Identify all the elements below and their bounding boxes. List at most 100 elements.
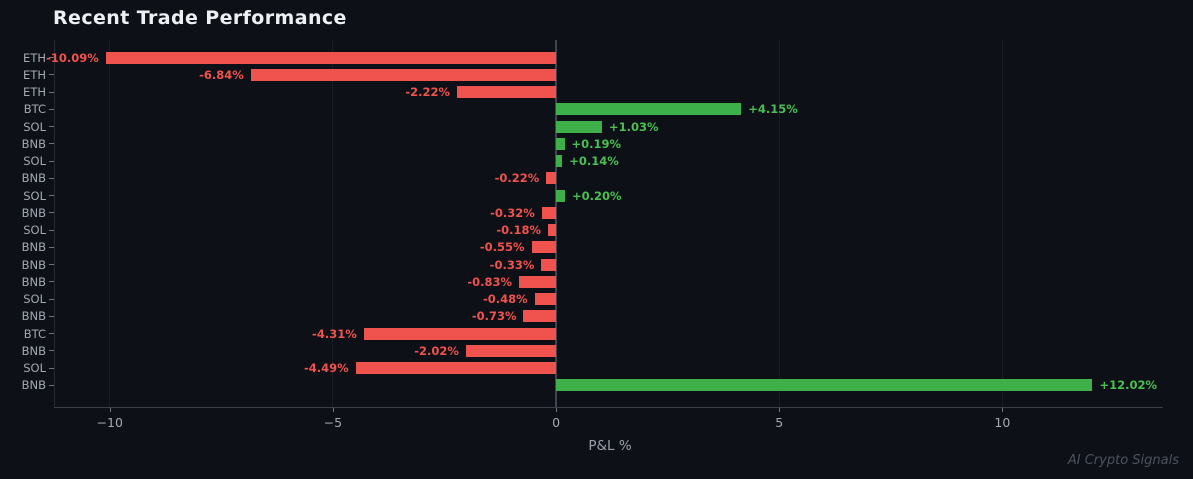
y-tick [49,160,54,162]
y-axis-label: SOL [23,154,46,169]
x-tick [779,407,781,412]
x-tick [1002,407,1004,412]
y-tick [49,143,54,145]
bar-negative [531,241,557,254]
zero-gridline [555,40,558,407]
bar-value-label: +1.03% [609,119,659,134]
bar-positive [556,137,565,150]
x-tick-label: 5 [775,415,784,430]
y-axis-line [54,40,55,407]
x-tick-label: 10 [994,415,1011,430]
bar-positive [556,120,602,133]
bar-negative [523,310,557,323]
bar-positive [556,379,1093,392]
y-axis-label: BNB [21,171,46,186]
y-axis-label: BNB [21,274,46,289]
x-tick-label: 0 [552,415,561,430]
y-tick [49,212,54,214]
y-tick [49,195,54,197]
bar-value-label: +0.20% [571,188,622,203]
bar-negative [250,68,557,81]
y-tick [49,315,54,317]
y-tick [49,384,54,386]
watermark: AI Crypto Signals [1067,453,1179,468]
bar-negative [355,362,557,375]
x-tick [556,407,558,412]
y-tick [49,298,54,300]
y-axis-label: SOL [23,119,46,134]
gridline [109,40,111,407]
x-axis-title: P&L % [588,438,632,454]
y-axis-label: BNB [21,240,46,255]
bar-value-label: -4.31% [312,326,357,341]
bar-value-label: -0.32% [490,205,535,220]
bar-negative [456,86,557,98]
x-tick-label: −5 [323,415,343,430]
gridline [778,40,780,407]
y-axis-label: BTC [23,102,46,117]
bar-negative [534,293,557,306]
y-axis-label: BNB [21,309,46,324]
y-tick [49,91,54,93]
y-tick [49,246,54,248]
bar-value-label: -0.73% [471,309,517,324]
y-axis-label: ETH [23,85,46,99]
bar-negative [519,275,557,288]
y-tick [49,177,54,179]
bar-positive [556,155,563,168]
gridline [1001,40,1003,407]
chart-title: Recent Trade Performance [53,7,347,29]
bar-value-label: -4.49% [304,361,349,376]
y-tick [49,264,54,266]
bar-negative [541,206,557,219]
bar-value-label: -0.48% [482,292,528,307]
y-axis-label: BNB [21,136,46,151]
y-axis-label: BNB [21,343,46,358]
y-tick [49,126,54,127]
y-tick [49,367,54,369]
bar-negative [363,327,557,340]
bar-negative [105,51,557,64]
y-axis-label: SOL [23,361,46,376]
bar-value-label: -2.22% [405,85,450,99]
bar-value-label: -0.83% [467,274,513,289]
y-axis-label: BNB [21,205,46,220]
y-axis-label: BNB [21,257,46,272]
y-axis-label: BTC [23,326,46,341]
y-axis-label: ETH [23,67,46,82]
bar-value-label: -0.55% [479,240,525,255]
bar-value-label: +0.19% [571,136,622,151]
bar-value-label: -6.84% [199,67,244,82]
y-axis-label: SOL [23,188,46,203]
x-tick [109,407,111,412]
y-tick [49,74,54,76]
bar-negative [548,224,557,237]
y-tick [49,281,54,283]
bar-negative [465,344,557,357]
y-axis-label: SOL [23,292,46,307]
y-tick [49,108,54,110]
bar-value-label: +0.14% [569,154,619,169]
y-axis-label: BNB [21,378,46,393]
y-axis-label: ETH [23,50,46,65]
x-axis-line [54,407,1163,408]
gridline [332,40,334,407]
y-tick [49,350,54,352]
bar-value-label: +12.02% [1099,378,1158,393]
bar-value-label: -0.18% [496,223,542,238]
bar-positive [556,103,742,116]
x-tick [332,407,334,412]
bar-negative [541,258,557,271]
y-axis-label: SOL [23,223,46,238]
x-tick-label: −10 [96,415,123,430]
bar-value-label: -0.22% [494,171,540,186]
bar-value-label: -10.09% [46,50,99,65]
bar-positive [556,189,565,202]
bar-value-label: +4.15% [748,102,798,117]
y-tick [49,57,54,58]
bar-value-label: -2.02% [414,343,459,358]
bar-negative [546,172,557,185]
y-tick [49,333,54,335]
